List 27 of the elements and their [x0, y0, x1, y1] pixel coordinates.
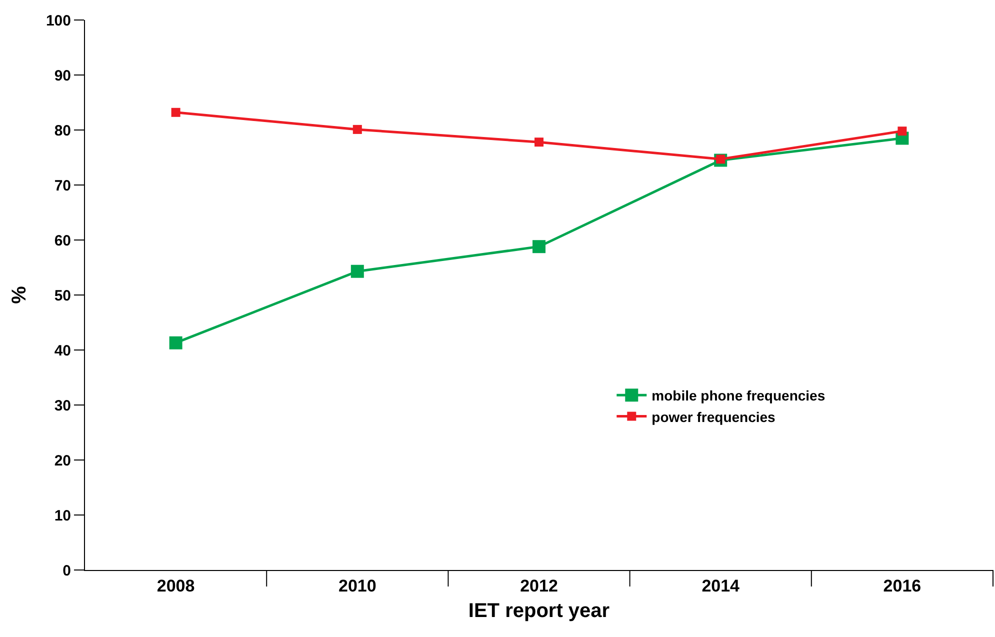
y-tick-label: 40 [54, 342, 71, 360]
x-tick-label: 2014 [702, 576, 740, 596]
point [350, 264, 364, 278]
point [534, 138, 544, 147]
x-tick-label: 2012 [520, 576, 558, 596]
y-tick-label: 100 [46, 12, 71, 30]
x-tick-label: 2016 [883, 576, 922, 596]
legend-label: power frequencies [652, 408, 776, 425]
y-tick-label: 50 [54, 287, 71, 304]
y-tick-label: 10 [54, 507, 71, 524]
x-tick-label: 2010 [338, 576, 376, 596]
y-axis-title: % [8, 286, 30, 304]
x-axis-title: IET report year [468, 600, 610, 622]
y-tick-label: 90 [54, 67, 71, 84]
point [898, 126, 907, 136]
legend-label: mobile phone frequencies [652, 388, 826, 404]
y-tick-label: 0 [62, 562, 71, 580]
x-tick-label: 2008 [156, 576, 195, 596]
y-tick-label: 80 [54, 122, 71, 140]
y-tick-label: 20 [54, 452, 71, 470]
point [171, 108, 180, 117]
y-tick-label: 60 [54, 232, 71, 250]
point [532, 240, 546, 254]
point [169, 336, 182, 350]
y-tick-label: 70 [54, 177, 71, 194]
y-tick-label: 30 [54, 397, 71, 414]
point [352, 124, 362, 134]
